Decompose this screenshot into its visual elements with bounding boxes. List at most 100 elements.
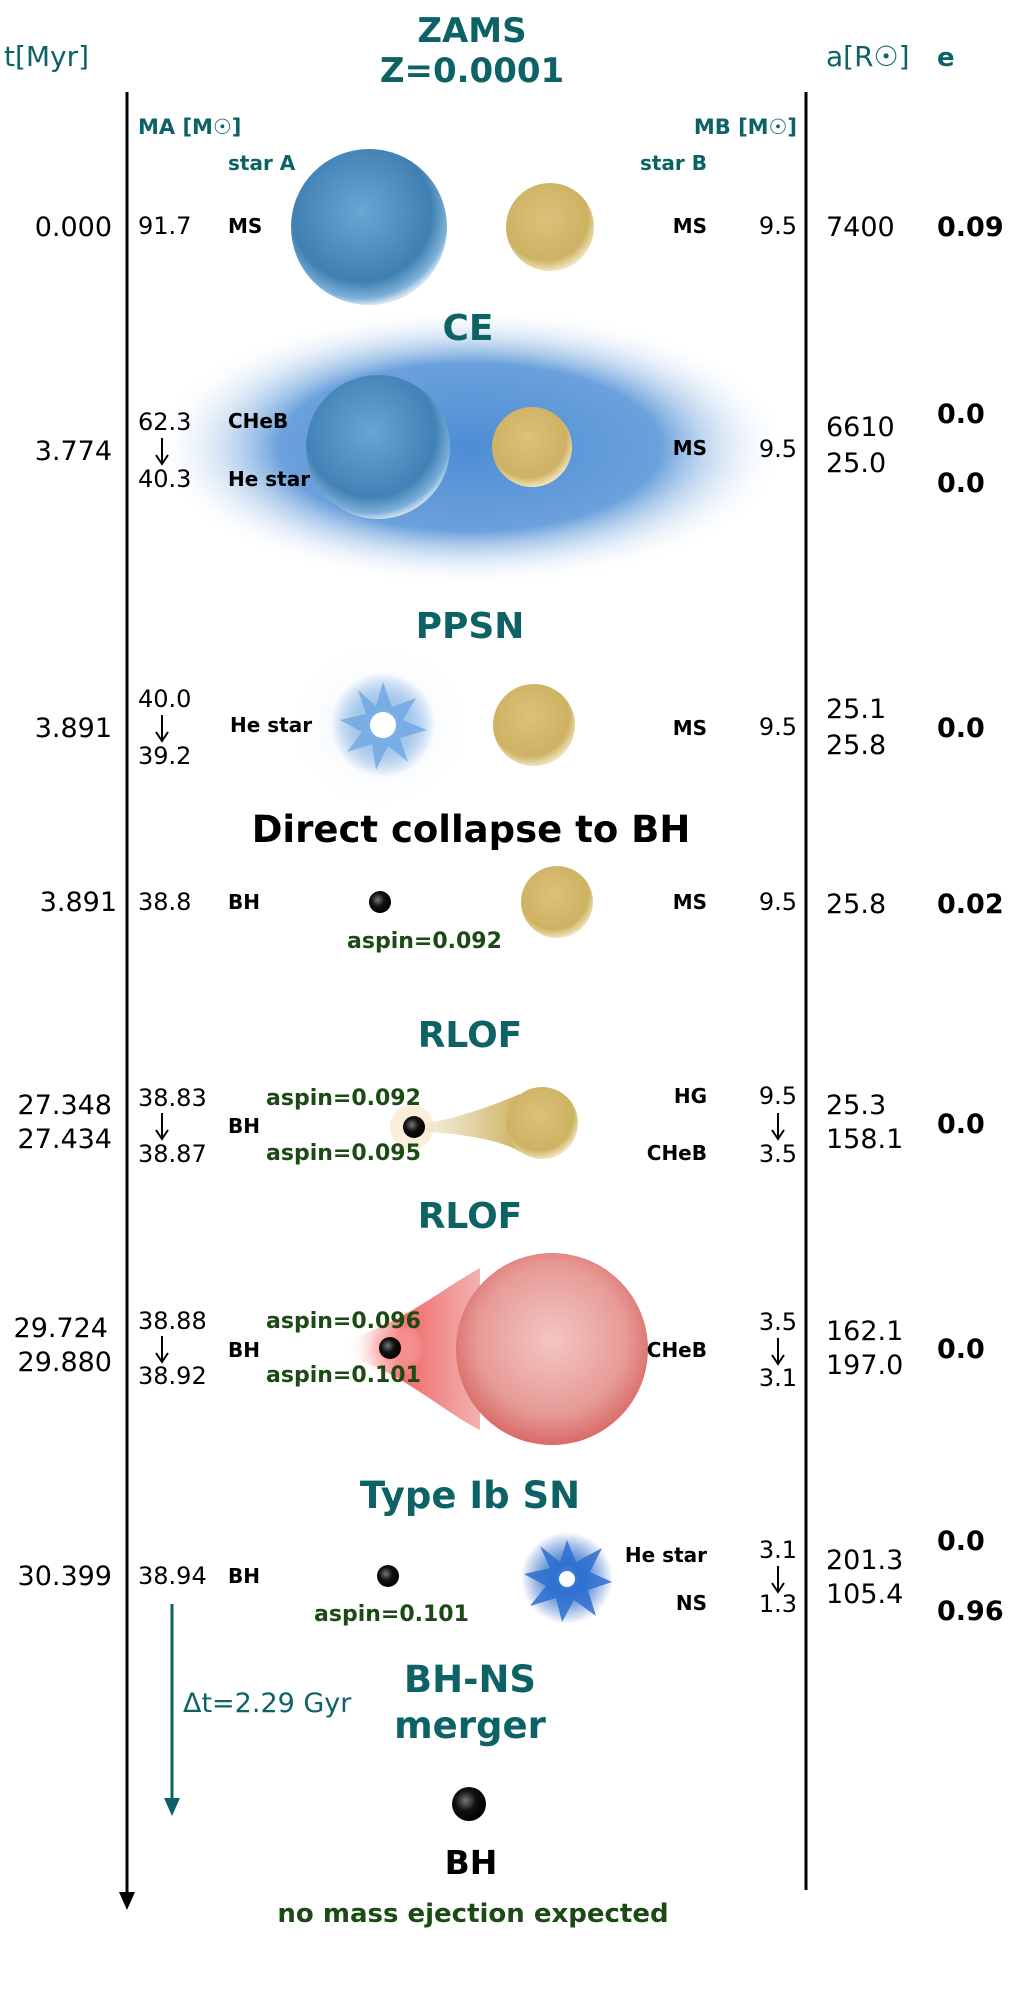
rlof1-title: RLOF	[418, 1015, 523, 1056]
ppsn-mass-a-start: 40.0	[138, 685, 191, 713]
merger-delay: Δt=2.29 Gyr	[183, 1688, 352, 1719]
black-hole-merger	[452, 1787, 486, 1821]
eccentricity-label: e	[937, 43, 955, 73]
rlof1-spin-start: aspin=0.092	[266, 1086, 421, 1111]
stage-ppsn: PPSN 3.891 40.0 39.2 He star MS 9.5 25.1…	[35, 606, 985, 816]
ce-time: 3.774	[35, 436, 112, 467]
rlof2-time-end: 29.880	[18, 1347, 112, 1378]
stage-ce: CE 3.774 62.3 40.3 CHeB He star MS 9.5 6…	[35, 307, 985, 587]
sn-mass-b-start: 3.1	[759, 1536, 797, 1564]
sn-eccentricity-end: 0.96	[937, 1596, 1004, 1627]
zams-type-a: MS	[228, 214, 262, 238]
ce-mass-a-arrow	[155, 438, 169, 466]
star-b-ms	[506, 183, 594, 271]
time-axis-label: t[Myr]	[4, 40, 89, 73]
title-zams: ZAMS	[417, 11, 526, 51]
ce-separation-end: 25.0	[826, 448, 886, 479]
ppsn-type-b: MS	[673, 716, 707, 740]
sn-separation-end: 105.4	[826, 1579, 903, 1610]
star-b-ms-ppsn	[493, 684, 575, 766]
rlof2-separation-end: 197.0	[826, 1350, 903, 1381]
collapse-type-b: MS	[673, 890, 707, 914]
rlof1-time-start: 27.348	[18, 1090, 112, 1121]
star-a-ms	[291, 149, 447, 305]
sn-spin: aspin=0.101	[314, 1602, 469, 1627]
sn-mass-b-end: 1.3	[759, 1590, 797, 1618]
zams-type-b: MS	[673, 214, 707, 238]
collapse-type-a: BH	[228, 890, 260, 914]
star-a-cheb	[306, 375, 450, 519]
ppsn-separation-start: 25.1	[826, 694, 886, 725]
collapse-eccentricity: 0.02	[937, 889, 1004, 920]
stage-direct-collapse: Direct collapse to BH 3.891 38.8 BH aspi…	[40, 808, 1004, 954]
ppsn-type-a: He star	[230, 713, 312, 737]
rlof1-spin-end: aspin=0.095	[266, 1141, 421, 1166]
ce-mass-b: 9.5	[759, 435, 797, 463]
star-b-ms-in-ce	[492, 407, 572, 487]
mass-b-label: MB [M☉]	[694, 115, 797, 139]
rlof2-mass-b-arrow	[771, 1338, 785, 1366]
stage-rlof-1: RLOF 27.348 27.434 38.83 38.87 BH aspin=…	[18, 1015, 985, 1168]
star-b-hg	[506, 1087, 578, 1159]
ce-separation-start: 6610	[826, 412, 895, 443]
rlof2-type-b: CHeB	[647, 1338, 707, 1362]
black-hole-collapse	[369, 891, 391, 913]
rlof1-eccentricity: 0.0	[937, 1109, 985, 1140]
ppsn-eccentricity: 0.0	[937, 713, 985, 744]
stage-type-ib-sn: Type Ib SN 30.399 38.94 BH aspin=0.101 H…	[18, 1474, 1004, 1627]
sn-type-b-end: NS	[676, 1591, 707, 1615]
merger-result: BH	[445, 1843, 498, 1882]
zams-eccentricity: 0.09	[937, 212, 1004, 243]
rlof2-mass-a-start: 38.88	[138, 1307, 207, 1335]
stage-rlof-2: RLOF 29.724 29.880 38.88 38.92 BH aspin=…	[14, 1196, 985, 1445]
merger-delay-arrowhead	[164, 1798, 180, 1816]
rlof1-mass-b-end: 3.5	[759, 1140, 797, 1168]
zams-time: 0.000	[35, 212, 112, 243]
rlof1-separation-end: 158.1	[826, 1124, 903, 1155]
rlof2-separation-start: 162.1	[826, 1316, 903, 1347]
rlof1-type-b-start: HG	[674, 1084, 707, 1108]
ce-mass-a-end: 40.3	[138, 465, 191, 493]
common-envelope	[152, 307, 788, 587]
rlof1-mass-stream	[418, 1094, 520, 1152]
rlof2-spin-end: aspin=0.101	[266, 1363, 421, 1388]
star-b-label: star B	[640, 151, 707, 175]
collapse-mass-b: 9.5	[759, 888, 797, 916]
zams-mass-a: 91.7	[138, 212, 191, 240]
rlof1-type-b-end: CHeB	[647, 1141, 707, 1165]
black-hole-rlof1	[403, 1116, 425, 1138]
sn-eccentricity-start: 0.0	[937, 1526, 985, 1557]
sn-core	[559, 1571, 575, 1587]
rlof1-mass-a-arrow	[155, 1113, 169, 1141]
collapse-spin: aspin=0.092	[347, 929, 502, 954]
rlof1-separation-start: 25.3	[826, 1090, 886, 1121]
star-b-cheb-red	[456, 1253, 648, 1445]
star-a-label: star A	[228, 151, 296, 175]
sn-mass-a: 38.94	[138, 1562, 207, 1590]
rlof2-eccentricity: 0.0	[937, 1334, 985, 1365]
ce-eccentricity-end: 0.0	[937, 468, 985, 499]
sn-type-b-start: He star	[625, 1543, 707, 1567]
ce-mass-a-start: 62.3	[138, 408, 191, 436]
ppsn-time: 3.891	[35, 713, 112, 744]
ppsn-mass-b: 9.5	[759, 713, 797, 741]
rlof1-mass-b-start: 9.5	[759, 1082, 797, 1110]
mass-a-label: MA [M☉]	[138, 115, 241, 139]
ce-type-a-start: CHeB	[228, 409, 288, 433]
ce-eccentricity-start: 0.0	[937, 399, 985, 430]
ce-type-b: MS	[673, 436, 707, 460]
ppsn-mass-a-arrow	[155, 715, 169, 743]
collapse-mass-a: 38.8	[138, 888, 191, 916]
ppsn-mass-a-end: 39.2	[138, 742, 191, 770]
rlof2-mass-b-start: 3.5	[759, 1308, 797, 1336]
ce-title: CE	[442, 308, 493, 349]
merger-note: no mass ejection expected	[277, 1899, 668, 1929]
stage-zams: 0.000 91.7 MS MS 9.5 7400 0.09	[35, 149, 1004, 305]
black-hole-sn	[377, 1565, 399, 1587]
rlof2-type-a: BH	[228, 1338, 260, 1362]
stage-merger: Δt=2.29 Gyr BH-NS merger BH no mass ejec…	[164, 1604, 669, 1929]
ppsn-core	[370, 712, 396, 738]
rlof2-mass-a-arrow	[155, 1336, 169, 1364]
rlof2-mass-b-end: 3.1	[759, 1364, 797, 1392]
